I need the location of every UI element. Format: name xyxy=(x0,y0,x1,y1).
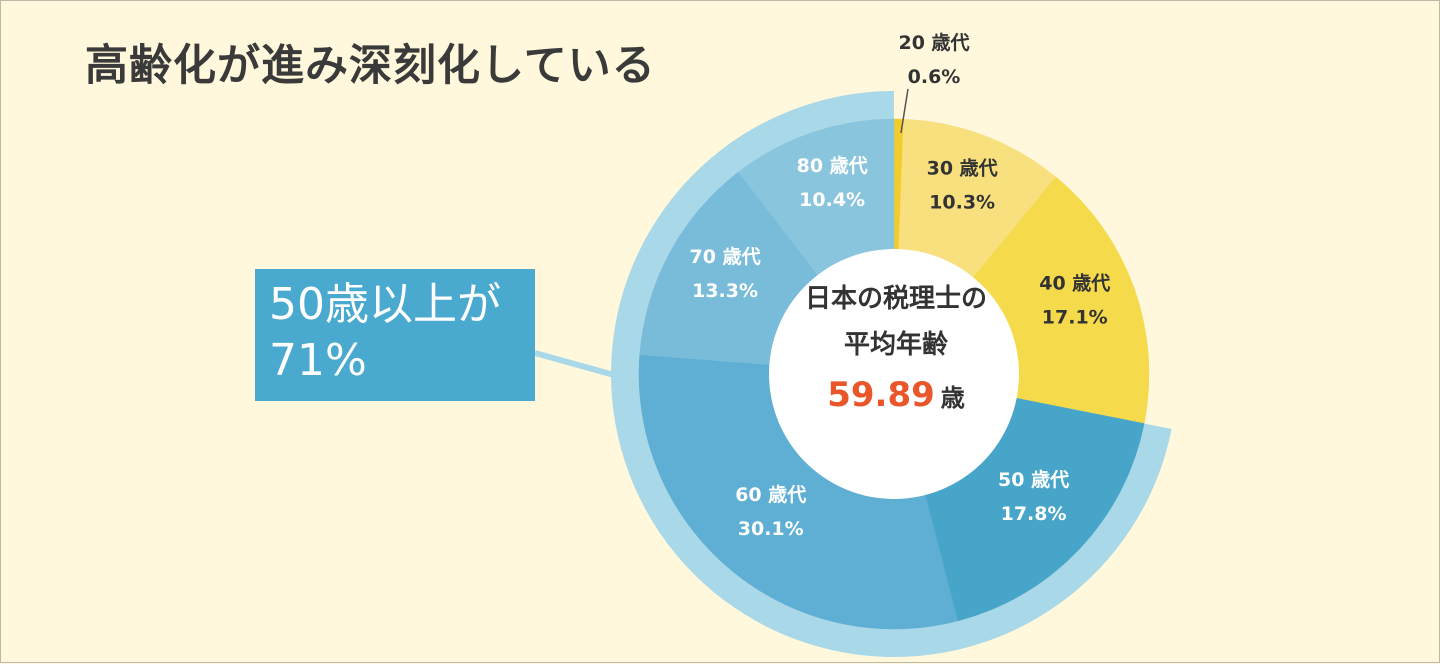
slice-label-5: 70 歳代 xyxy=(690,246,761,268)
donut-hole xyxy=(769,249,1019,499)
callout-line2: 71% xyxy=(269,335,367,386)
over-50-callout: 50歳以上が 71% xyxy=(255,269,535,401)
slice-value-2: 17.1% xyxy=(1042,306,1108,328)
chart-title: 高齢化が進み深刻化している xyxy=(85,41,656,91)
callout-connector xyxy=(534,350,615,378)
average-age-unit: 歳 xyxy=(940,384,965,412)
slice-label-1: 30 歳代 xyxy=(927,157,998,179)
slice-value-6: 10.4% xyxy=(799,189,865,211)
slice-label-3: 50 歳代 xyxy=(998,469,1069,491)
slice-value-3: 17.8% xyxy=(1001,503,1067,525)
slice-2 xyxy=(972,176,1150,424)
average-age-label: 日本の税理士の 平均年齢 59.89 歳 xyxy=(776,281,1016,415)
center-line2: 平均年齢 xyxy=(843,330,948,360)
slice-label-6: 80 歳代 xyxy=(797,155,868,177)
slice-label-2: 40 歳代 xyxy=(1039,272,1110,294)
slice-value-0: 0.6% xyxy=(908,66,961,88)
slice-label-4: 60 歳代 xyxy=(735,484,806,506)
center-line1: 日本の税理士の xyxy=(804,284,987,314)
slice-value-1: 10.3% xyxy=(929,191,995,213)
slice-value-5: 13.3% xyxy=(692,280,758,302)
average-age: 59.89 歳 xyxy=(776,375,1016,415)
callout-line1: 50歳以上が xyxy=(269,279,501,330)
average-age-value: 59.89 xyxy=(827,375,935,415)
slice-0-leader xyxy=(900,88,909,134)
slice-value-4: 30.1% xyxy=(738,518,804,540)
slice-label-0: 20 歳代 xyxy=(898,32,969,54)
